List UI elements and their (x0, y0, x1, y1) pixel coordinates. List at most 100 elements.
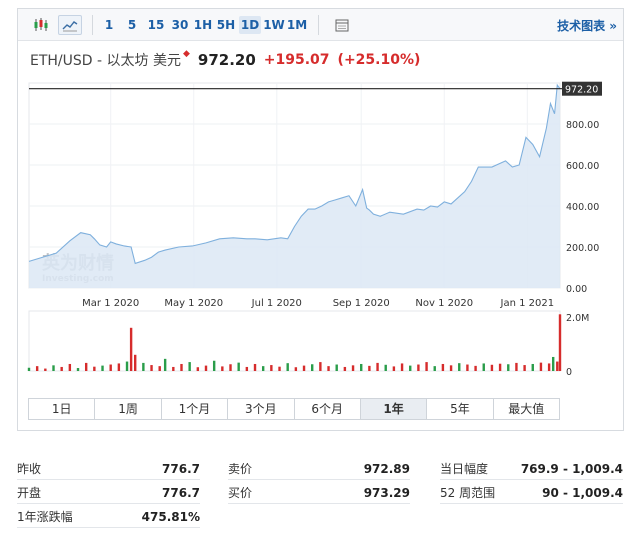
volume-bar (515, 362, 518, 371)
stat-1y-change: 1年涨跌幅 475.81% (17, 506, 200, 528)
volume-bar (278, 366, 281, 371)
live-marker-icon: ◆ (182, 49, 190, 59)
date-tick-label: Sep 1 2020 (333, 298, 390, 309)
stat-label: 当日幅度 (440, 462, 489, 476)
range-1w[interactable]: 1周 (95, 399, 162, 419)
volume-bar (441, 363, 445, 371)
timeframe-1d[interactable]: 1D (239, 16, 261, 34)
volume-bar (163, 358, 167, 371)
volume-bar (551, 356, 555, 371)
timeframe-1w[interactable]: 1W (263, 18, 285, 32)
volume-bar (319, 362, 322, 371)
price-chart[interactable]: 0.00 200.00 400.00 600.00 800.00 Mar 1 2020 Ma… (18, 9, 625, 389)
volume-bar (384, 364, 387, 371)
timeframe-1h[interactable]: 1H (193, 18, 213, 32)
volume-bar (466, 364, 469, 371)
toolbar-divider (318, 15, 319, 35)
timeframe-1[interactable]: 1 (104, 18, 114, 32)
volume-bar (490, 364, 494, 371)
volume-bar (188, 362, 191, 371)
stat-ask: 买价 973.29 (228, 482, 410, 504)
price-tick-label: 0.00 (566, 284, 587, 295)
volume-bar (129, 327, 133, 371)
stat-open: 开盘 776.7 (17, 482, 200, 504)
price-change-percent: (+25.10%) (337, 52, 421, 68)
price-change: +195.07 (263, 52, 330, 68)
date-tick-label: Nov 1 2020 (415, 298, 473, 309)
price-tick-label: 200.00 (566, 243, 599, 254)
volume-bar (196, 367, 200, 371)
volume-bar (343, 366, 347, 371)
stat-label: 买价 (228, 486, 253, 500)
price-tick-label: 600.00 (566, 161, 599, 172)
volume-bar (261, 366, 265, 371)
stat-prev-close: 昨收 776.7 (17, 458, 200, 480)
timeframe-1m[interactable]: 1M (286, 18, 308, 32)
volume-bar (400, 363, 404, 371)
price-area-fill (29, 85, 560, 288)
stat-value: 90 - 1,009.4 (542, 486, 623, 500)
price-line (28, 83, 561, 265)
timeframe-5[interactable]: 5 (127, 18, 137, 32)
price-tick-label: 400.00 (566, 202, 599, 213)
volume-bar (212, 360, 216, 371)
chart-toolbar: 1 5 15 30 1H 5H 1D 1W 1M 技术图表 » (18, 9, 623, 41)
volume-bar (482, 363, 485, 371)
volume-bar (286, 363, 289, 371)
range-5y[interactable]: 5年 (427, 399, 494, 419)
stat-value: 972.89 (363, 462, 410, 476)
volume-bar (35, 366, 39, 371)
volume-bar (351, 365, 355, 371)
range-3m[interactable]: 3个月 (228, 399, 295, 419)
range-1y[interactable]: 1年 (360, 399, 428, 419)
volume-bar (327, 366, 330, 371)
technical-chart-link[interactable]: 技术图表 » (557, 19, 617, 33)
line-chart-icon[interactable] (58, 15, 82, 35)
volume-bar (229, 364, 232, 371)
volume-bar (360, 363, 363, 371)
volume-bar (84, 362, 88, 371)
volume-bar (302, 365, 306, 371)
range-6m[interactable]: 6个月 (294, 399, 361, 419)
volume-bar (125, 361, 129, 371)
stat-52wk-range: 52 周范围 90 - 1,009.4 (440, 482, 623, 504)
volume-bar (117, 363, 121, 371)
range-selector: 1日 1周 1个月 3个月 6个月 1年 5年 最大值 (28, 398, 560, 420)
price-tick-label: 800.00 (566, 120, 599, 131)
pair-name: ETH/USD - 以太坊 美元 (30, 53, 181, 69)
volume-bar (498, 363, 502, 371)
volume-bar (150, 365, 153, 371)
candlestick-icon[interactable] (29, 15, 53, 35)
stat-day-range: 当日幅度 769.9 - 1,009.4 (440, 458, 623, 480)
volume-tick-label: 2.0M (566, 313, 589, 324)
volume-bar (368, 365, 371, 371)
volume-bar (425, 362, 428, 371)
range-1m[interactable]: 1个月 (161, 399, 229, 419)
toolbar-divider (92, 15, 93, 35)
volume-bar (180, 363, 183, 371)
last-price-tag-label: 972.20 (565, 85, 598, 96)
volume-bar (547, 363, 551, 371)
volume-bar (93, 366, 96, 371)
volume-bar (311, 364, 314, 371)
stat-label: 开盘 (17, 486, 42, 500)
volume-bar (44, 368, 47, 371)
volume-bar (76, 368, 80, 371)
timeframe-5h[interactable]: 5H (216, 18, 236, 32)
timeframe-15[interactable]: 15 (147, 18, 165, 32)
date-tick-label: May 1 2020 (164, 298, 223, 309)
volume-bar (221, 366, 224, 371)
volume-bar (376, 362, 379, 371)
volume-bar (134, 354, 137, 371)
volume-bar (60, 366, 63, 371)
range-max[interactable]: 最大值 (493, 399, 559, 419)
chart-widget: 1 5 15 30 1H 5H 1D 1W 1M 技术图表 » ETH/USD … (17, 8, 624, 431)
range-1d[interactable]: 1日 (29, 399, 96, 419)
volume-bar (531, 363, 534, 371)
volume-bar (335, 364, 338, 371)
calendar-icon[interactable] (330, 15, 354, 35)
stat-bid: 卖价 972.89 (228, 458, 410, 480)
volume-bar (109, 364, 112, 371)
volume-bar (449, 365, 453, 371)
timeframe-30[interactable]: 30 (171, 18, 189, 32)
